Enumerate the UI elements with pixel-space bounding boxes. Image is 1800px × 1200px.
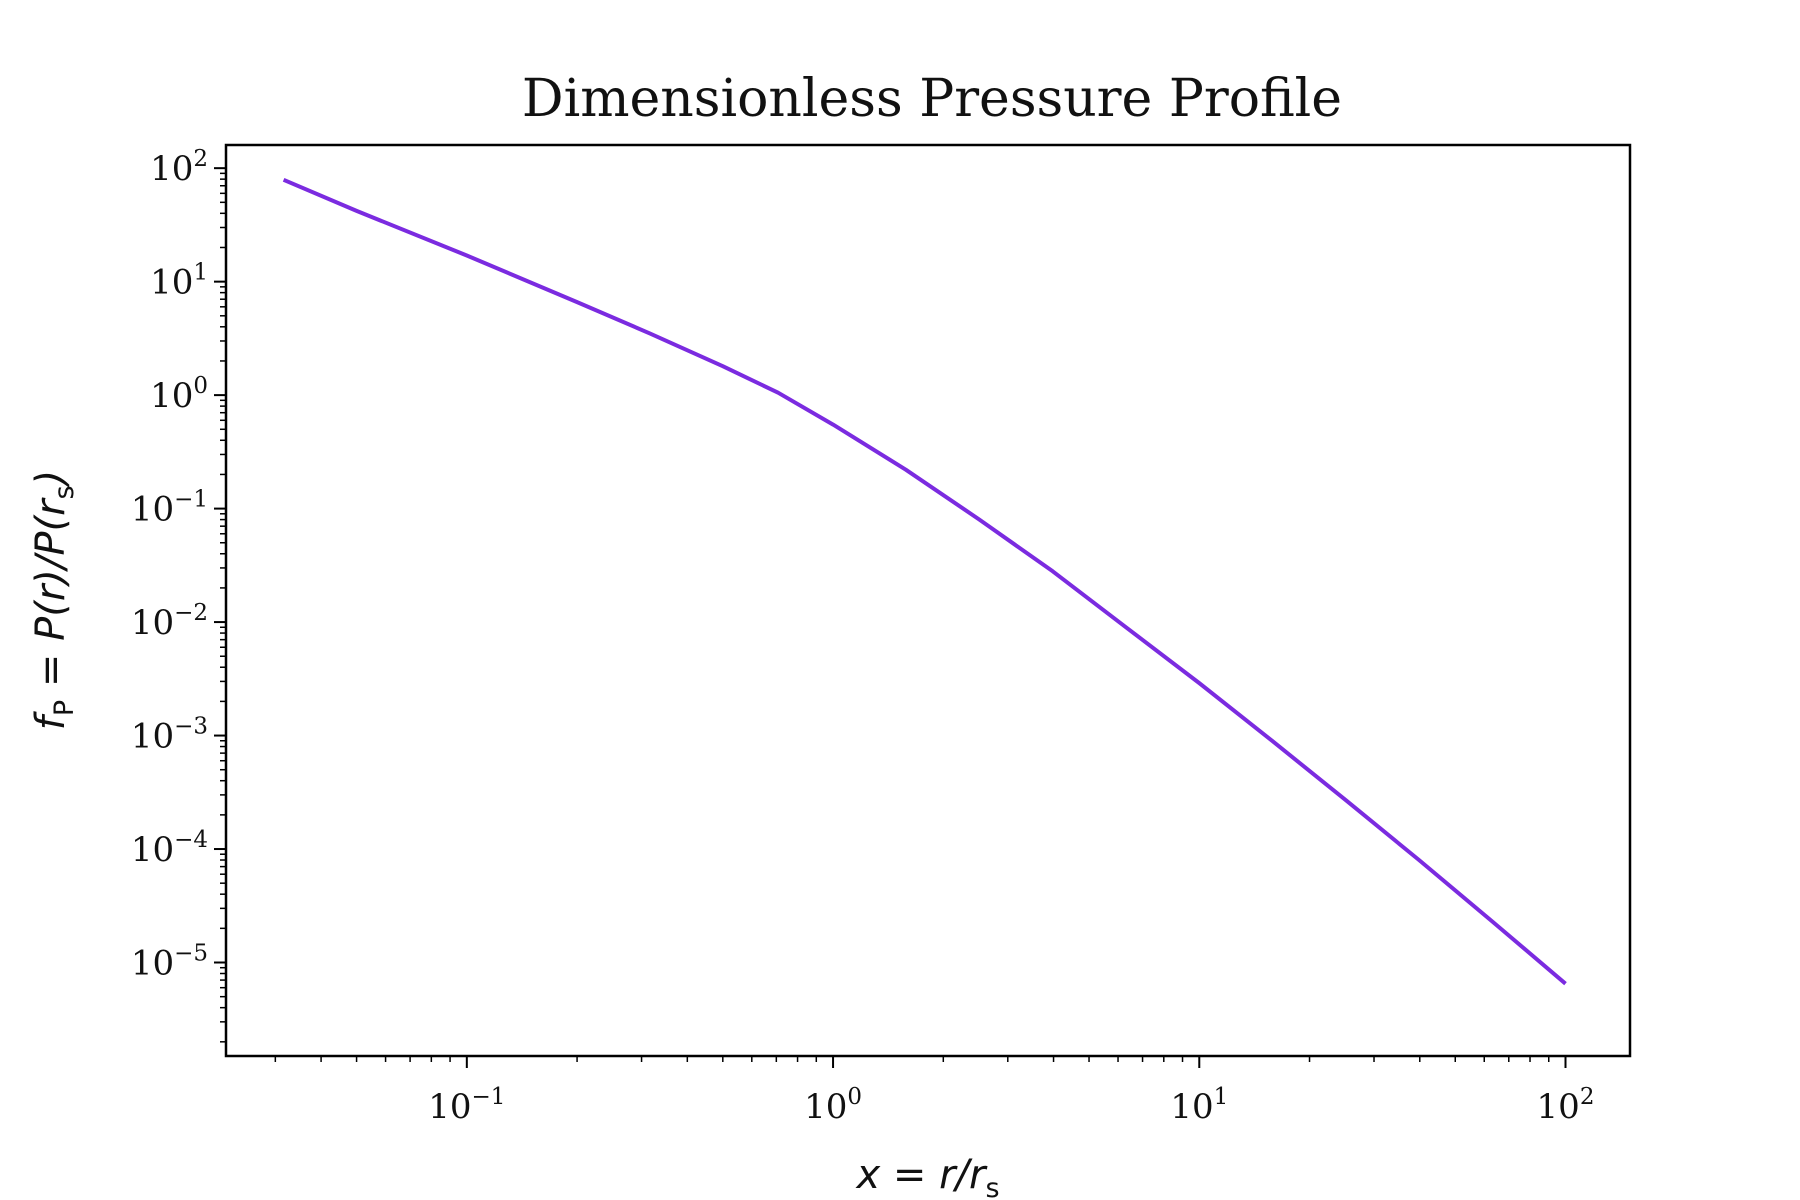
y-tick-label-base-3: 10	[131, 490, 174, 530]
series-line-0	[282, 177, 1567, 986]
y-tick-label-3: 10−1	[131, 487, 208, 530]
y-axis-label: fP = P(r)/P(rs)	[28, 470, 80, 730]
y-tick-label-7: 10−5	[131, 941, 208, 984]
y-axis-label-sub-s: s	[49, 485, 80, 499]
y-tick-label-exp-4: −2	[174, 600, 208, 626]
y-tick-label-base-6: 10	[131, 830, 174, 870]
y-tick-label-base-1: 10	[150, 263, 193, 303]
y-tick-label-0: 102	[150, 146, 208, 189]
plot-frame	[224, 143, 1632, 1058]
x-tick-label-base-0: 10	[428, 1087, 471, 1127]
x-tick-label-base-3: 10	[1537, 1087, 1580, 1127]
x-tick-label-base-1: 10	[804, 1087, 847, 1127]
y-tick-label-4: 10−2	[131, 600, 208, 643]
y-tick-label-base-0: 10	[150, 149, 193, 189]
y-tick-label-base-7: 10	[131, 944, 174, 984]
x-tick-label-exp-3: 2	[1580, 1084, 1595, 1110]
x-tick-label-exp-1: 0	[847, 1084, 862, 1110]
x-tick-label-3: 102	[1537, 1084, 1595, 1127]
x-tick-label-0: 10−1	[428, 1084, 505, 1127]
y-tick-label-exp-7: −5	[174, 941, 208, 967]
x-axis-ticks: 10−1 100 101 102	[274, 1056, 1595, 1127]
y-tick-label-base-5: 10	[131, 717, 174, 757]
y-tick-label-6: 10−4	[131, 827, 208, 870]
y-tick-label-2: 100	[150, 373, 208, 416]
chart-title: Dimensionless Pressure Profile	[522, 69, 1342, 129]
y-tick-label-5: 10−3	[131, 714, 208, 757]
y-tick-label-exp-6: −4	[174, 827, 208, 853]
x-tick-label-base-2: 10	[1170, 1087, 1213, 1127]
y-tick-label-exp-1: 1	[193, 260, 208, 286]
x-tick-label-exp-0: −1	[472, 1084, 506, 1110]
y-axis-label-middle: = P(r)/P(r	[28, 497, 74, 700]
series-layer	[282, 177, 1567, 986]
y-tick-label-1: 101	[150, 260, 208, 303]
y-tick-label-base-4: 10	[131, 603, 174, 643]
y-tick-label-base-2: 10	[150, 376, 193, 416]
x-axis-label: x = r/rs	[854, 1152, 999, 1200]
y-tick-label-exp-0: 2	[193, 146, 208, 172]
x-tick-label-exp-2: 1	[1214, 1084, 1229, 1110]
y-tick-label-exp-3: −1	[174, 487, 208, 513]
x-axis-label-sub: s	[985, 1173, 999, 1200]
y-tick-label-exp-5: −3	[174, 714, 208, 740]
x-tick-label-1: 100	[804, 1084, 862, 1127]
x-axis-label-main: x = r/r	[854, 1152, 988, 1198]
y-tick-label-exp-2: 0	[193, 373, 208, 399]
x-tick-label-2: 101	[1170, 1084, 1228, 1127]
y-axis-label-sub-p: P	[49, 700, 80, 716]
y-axis-label-end: )	[28, 470, 74, 489]
